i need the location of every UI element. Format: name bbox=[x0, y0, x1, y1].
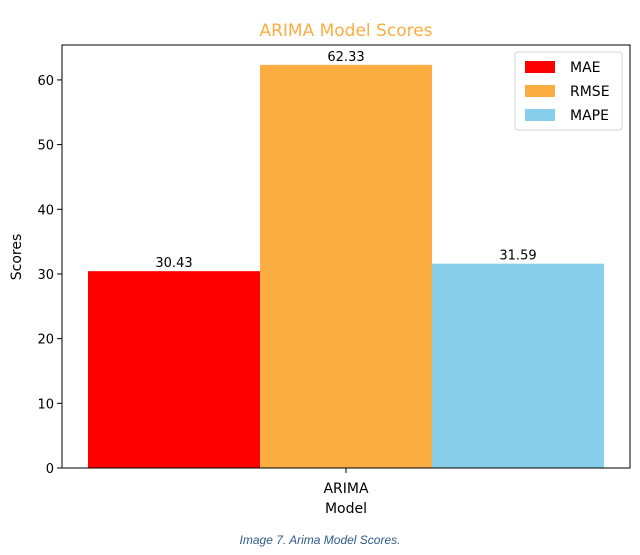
bar-mape bbox=[432, 263, 604, 468]
y-tick-label: 30 bbox=[37, 268, 54, 283]
legend-label-mape: MAPE bbox=[570, 108, 609, 124]
data-label-mae: 30.43 bbox=[155, 256, 192, 271]
data-label-mape: 31.59 bbox=[499, 249, 536, 264]
legend-swatch-mape bbox=[525, 109, 555, 121]
bar-mae bbox=[88, 271, 260, 468]
plot-area: 30.43 62.33 31.59 0 10 20 30 40 50 60 ARIMA MAE RMSE… bbox=[37, 44, 631, 497]
y-tick-label: 50 bbox=[37, 139, 54, 154]
y-tick-label: 60 bbox=[37, 74, 54, 89]
axes-frame bbox=[61, 44, 631, 469]
y-tick-label: 40 bbox=[37, 203, 54, 218]
bar-rmse bbox=[260, 64, 432, 469]
legend-swatch-mae bbox=[525, 61, 555, 73]
x-axis-label: Model bbox=[325, 501, 367, 517]
figure-caption: Image 7. Arima Model Scores. bbox=[239, 533, 401, 547]
y-tick-label: 10 bbox=[37, 397, 54, 412]
legend-label-rmse: RMSE bbox=[570, 84, 610, 100]
legend-label-mae: MAE bbox=[570, 60, 601, 76]
y-tick-label: 20 bbox=[37, 333, 54, 348]
data-label-rmse: 62.33 bbox=[327, 50, 364, 65]
y-axis-label: Scores bbox=[9, 234, 25, 281]
chart-title: ARIMA Model Scores bbox=[259, 21, 432, 41]
y-tick-label: 0 bbox=[46, 462, 54, 477]
legend-swatch-rmse bbox=[525, 85, 555, 97]
chart: ARIMA Model Scores 30.4362.3331.59010203… bbox=[9, 21, 631, 517]
x-tick-label: ARIMA bbox=[323, 481, 369, 497]
